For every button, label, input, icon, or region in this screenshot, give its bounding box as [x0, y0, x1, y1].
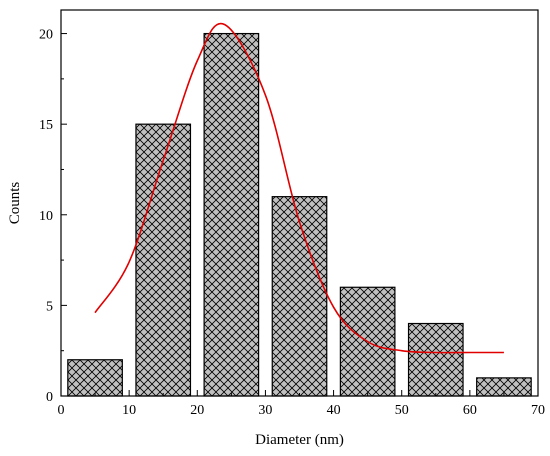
- x-tick-label: 30: [258, 403, 272, 418]
- y-axis-title: Counts: [7, 182, 23, 225]
- y-tick-label: 10: [39, 209, 53, 224]
- x-axis-title: Diameter (nm): [255, 432, 344, 448]
- x-tick-label: 50: [395, 403, 409, 418]
- x-tick-label: 70: [531, 403, 545, 418]
- x-tick-label: 10: [122, 403, 136, 418]
- y-tick-label: 20: [39, 28, 53, 43]
- x-tick-label: 60: [463, 403, 477, 418]
- y-tick-label: 15: [39, 118, 53, 133]
- y-axis: 0 5 10 15 20: [39, 28, 67, 405]
- x-tick-label: 40: [327, 403, 341, 418]
- x-tick-label: 0: [58, 403, 65, 418]
- histogram-bar-6: [407, 322, 464, 397]
- bars-layer: [67, 32, 532, 397]
- histogram-bar-2: [135, 123, 192, 397]
- x-axis: 0 10 20 30 40 50 60 70: [58, 390, 545, 418]
- y-tick-label: 5: [46, 299, 53, 314]
- histogram-bar-3: [203, 32, 260, 397]
- histogram-bar-4: [271, 196, 328, 397]
- fit-curve-layer: [94, 22, 504, 354]
- y-tick-label: 0: [46, 390, 53, 405]
- gaussian-fit-curve: [94, 22, 504, 354]
- histogram-bar-1: [67, 359, 123, 397]
- x-tick-label: 20: [190, 403, 204, 418]
